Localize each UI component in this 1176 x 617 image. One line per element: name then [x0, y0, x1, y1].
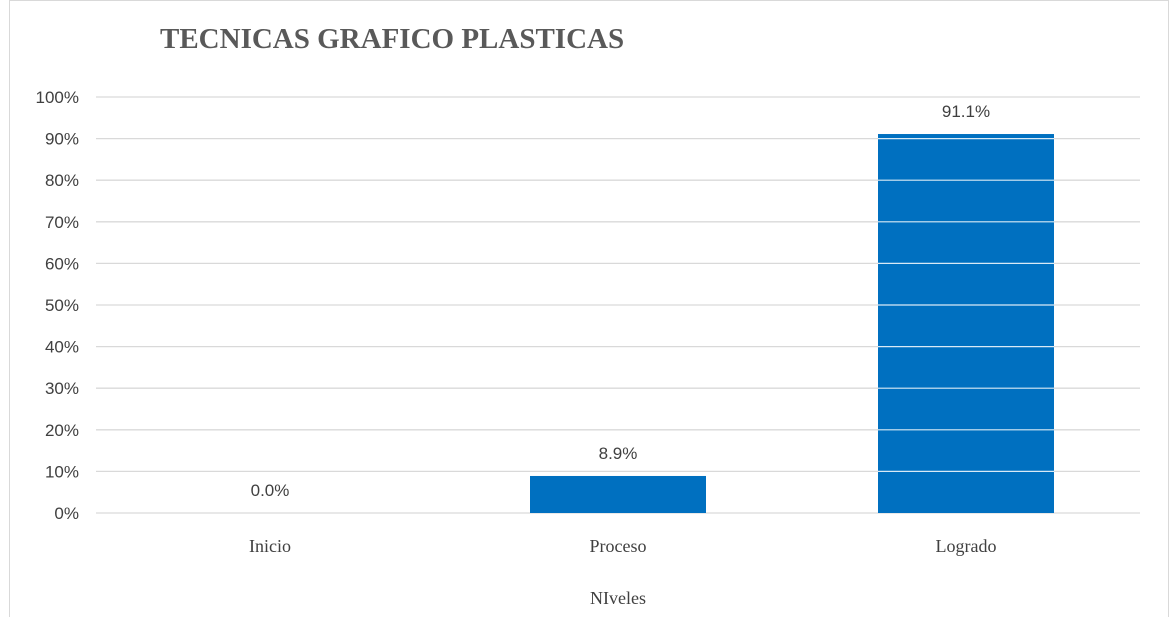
- x-axis-label: NIveles: [590, 588, 646, 608]
- y-tick-label: 40%: [45, 338, 79, 357]
- y-tick-label: 100%: [36, 88, 79, 107]
- bar-proceso: [530, 475, 706, 513]
- x-tick-label: Logrado: [936, 536, 997, 556]
- y-tick-label: 10%: [45, 462, 79, 481]
- data-label-inicio: 0.0%: [251, 481, 290, 500]
- y-tick-label: 80%: [45, 171, 79, 190]
- y-tick-label: 60%: [45, 254, 79, 273]
- x-axis-ticks: Inicio Proceso Logrado: [249, 536, 996, 556]
- y-tick-label: 90%: [45, 130, 79, 149]
- y-tick-label: 0%: [54, 504, 79, 523]
- x-tick-label: Proceso: [590, 536, 647, 556]
- y-tick-label: 20%: [45, 421, 79, 440]
- bar-logrado: [878, 134, 1054, 514]
- chart-title: TECNICAS GRAFICO PLASTICAS: [160, 23, 624, 55]
- data-labels: 0.0% 8.9% 91.1%: [251, 102, 990, 500]
- data-label-proceso: 8.9%: [599, 444, 638, 463]
- data-label-logrado: 91.1%: [942, 102, 990, 121]
- chart-frame: [9, 0, 1169, 617]
- y-axis-ticks: 0% 10% 20% 30% 40% 50% 60% 70% 80% 90% 100%: [36, 88, 79, 523]
- x-tick-label: Inicio: [249, 536, 291, 556]
- y-tick-label: 70%: [45, 213, 79, 232]
- bars: [530, 134, 1054, 514]
- y-tick-label: 30%: [45, 379, 79, 398]
- y-tick-label: 50%: [45, 296, 79, 315]
